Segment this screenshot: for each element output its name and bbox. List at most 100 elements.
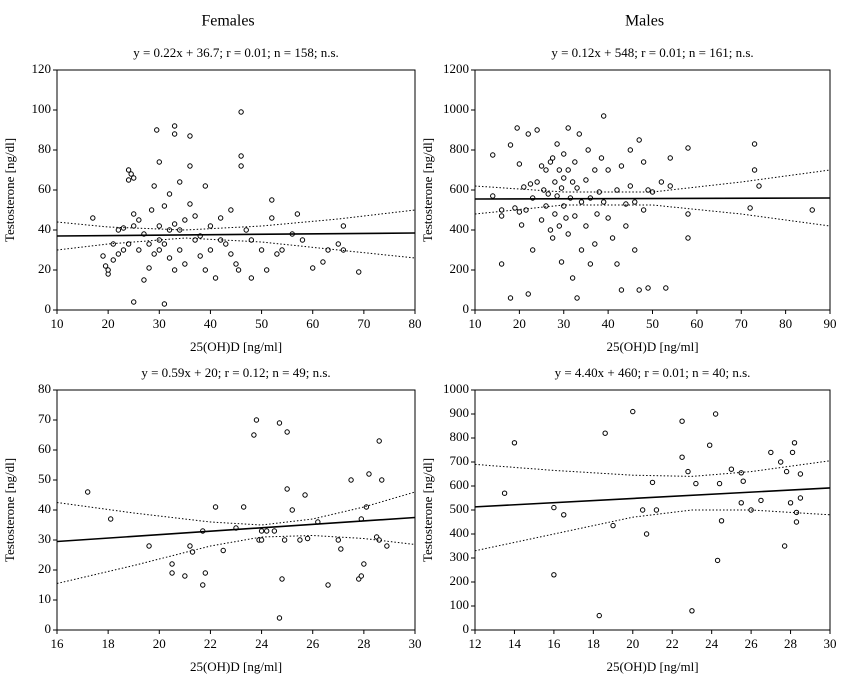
x-tick-label: 70: [735, 316, 748, 331]
x-tick-label: 50: [255, 316, 268, 331]
data-point: [358, 573, 364, 579]
data-point: [623, 223, 629, 229]
data-point: [740, 478, 746, 484]
data-point: [498, 261, 505, 267]
data-point: [551, 572, 557, 578]
data-point: [102, 263, 109, 269]
data-point: [600, 199, 607, 205]
y-tick-label: 40: [38, 501, 51, 516]
data-point: [578, 247, 585, 253]
data-point: [177, 179, 183, 185]
panel-title: Males: [625, 13, 664, 30]
data-point: [552, 211, 558, 217]
data-point: [797, 471, 804, 477]
data-point: [578, 199, 585, 205]
data-point: [192, 213, 198, 219]
data-point: [602, 430, 608, 436]
data-point: [527, 181, 534, 187]
data-point: [131, 211, 137, 217]
data-point: [583, 223, 589, 229]
y-tick-label: 20: [38, 561, 51, 576]
data-point: [583, 177, 589, 183]
data-point: [639, 507, 646, 513]
data-point: [791, 440, 798, 446]
regression-line: [474, 487, 831, 508]
data-point: [274, 251, 280, 257]
data-point: [797, 495, 804, 501]
x-tick-label: 80: [779, 316, 792, 331]
data-point: [202, 267, 209, 273]
y-tick-label: 500: [450, 501, 470, 516]
y-tick-label: 10: [38, 591, 51, 606]
data-point: [618, 163, 625, 169]
data-point: [640, 207, 647, 213]
data-point: [289, 507, 295, 513]
data-point: [320, 259, 326, 265]
x-axis-label: 25(OH)D [ng/ml]: [190, 339, 282, 354]
confidence-band: [474, 169, 831, 193]
data-point: [146, 241, 152, 247]
data-point: [574, 185, 580, 191]
data-point: [238, 153, 244, 159]
data-point: [658, 179, 665, 185]
x-tick-label: 14: [508, 636, 522, 651]
data-point: [338, 546, 344, 552]
data-point: [340, 247, 347, 253]
regression-line: [56, 232, 416, 237]
data-point: [685, 145, 691, 151]
y-tick-label: 100: [32, 101, 52, 116]
data-point: [110, 257, 116, 263]
data-point: [182, 261, 188, 267]
data-point: [238, 163, 244, 169]
data-point: [271, 528, 278, 534]
data-point: [618, 287, 625, 293]
data-point: [220, 547, 226, 554]
y-axis-label: Testosterone [ng/dl]: [420, 138, 435, 242]
y-tick-label: 40: [38, 221, 51, 236]
data-point: [108, 516, 114, 522]
data-point: [609, 235, 616, 241]
data-point: [525, 131, 531, 137]
data-point: [630, 408, 636, 415]
y-tick-label: 1000: [443, 381, 469, 396]
data-point: [200, 582, 206, 588]
data-point: [207, 247, 214, 253]
y-tick-label: 400: [450, 221, 470, 236]
data-point: [556, 223, 563, 229]
data-point: [233, 261, 239, 267]
data-point: [632, 247, 638, 253]
data-point: [592, 241, 598, 247]
y-axis-label: Testosterone [ng/dl]: [2, 458, 17, 562]
data-point: [569, 179, 576, 185]
y-tick-label: 700: [450, 453, 470, 468]
x-tick-label: 30: [409, 636, 422, 651]
y-tick-label: 300: [450, 549, 470, 564]
data-point: [714, 557, 721, 564]
data-point: [706, 442, 713, 448]
data-point: [154, 127, 160, 133]
data-point: [585, 147, 591, 153]
data-point: [325, 582, 331, 588]
data-point: [207, 223, 214, 229]
data-point: [756, 183, 762, 189]
data-point: [693, 480, 699, 487]
data-point: [777, 459, 784, 465]
data-point: [667, 183, 673, 189]
plot-frame: [56, 389, 416, 631]
data-point: [679, 418, 685, 424]
confidence-band: [474, 460, 831, 477]
data-point: [228, 207, 234, 213]
data-point: [148, 207, 155, 213]
data-point: [187, 543, 193, 549]
data-point: [716, 480, 723, 487]
data-point: [187, 163, 193, 169]
data-point: [240, 504, 247, 510]
data-point: [728, 466, 735, 472]
data-point: [166, 227, 173, 233]
data-point: [131, 175, 137, 181]
data-point: [558, 185, 565, 191]
x-tick-label: 18: [587, 636, 600, 651]
x-tick-label: 50: [646, 316, 659, 331]
data-point: [299, 237, 306, 243]
data-point: [125, 177, 132, 183]
